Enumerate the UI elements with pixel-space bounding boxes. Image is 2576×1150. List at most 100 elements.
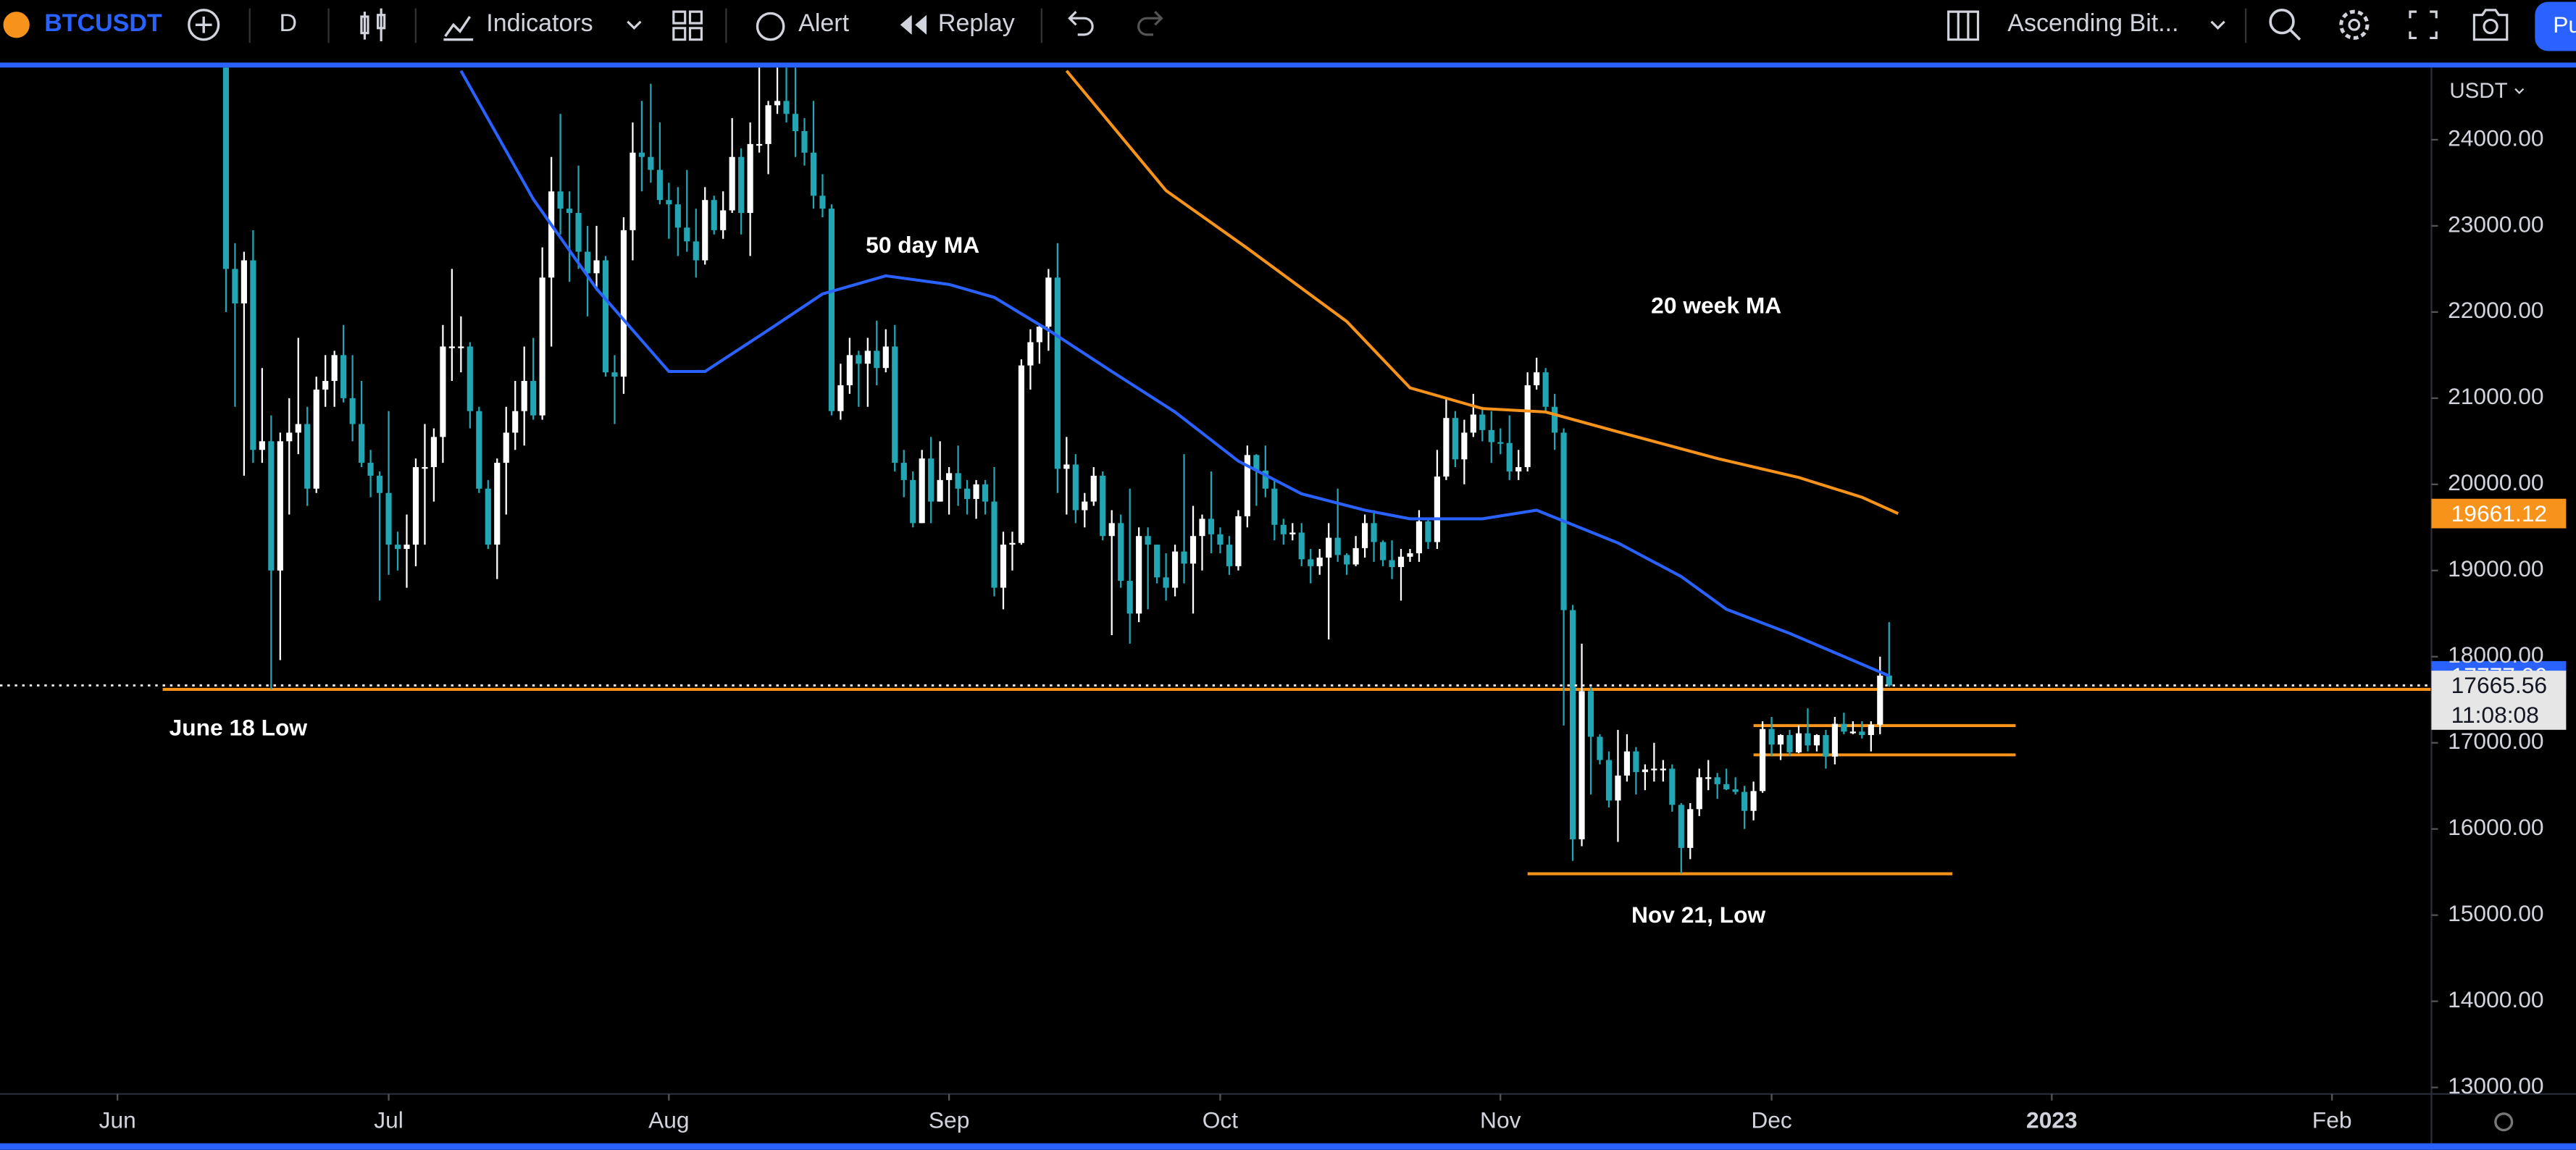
candle-body xyxy=(1235,516,1242,566)
candle-body xyxy=(1795,733,1802,752)
candle-body xyxy=(268,441,275,571)
symbol[interactable]: BTCUSDT xyxy=(44,9,162,37)
currency-dropdown[interactable] xyxy=(2514,88,2525,94)
indicators[interactable]: Indicators xyxy=(486,9,593,37)
y-tick-label: 22000.00 xyxy=(2448,297,2543,323)
candle-body xyxy=(1181,551,1187,564)
candle-body xyxy=(1813,735,1820,746)
y-tick-label: 16000.00 xyxy=(2448,814,2543,840)
candle-body xyxy=(711,200,717,230)
candle-body xyxy=(222,67,230,269)
candle-body xyxy=(430,437,437,468)
candle-body xyxy=(1126,581,1133,614)
bottom-border xyxy=(0,1143,2576,1150)
candle-body xyxy=(322,381,329,390)
candle-body xyxy=(1687,809,1694,848)
moving-average xyxy=(459,70,1890,678)
candle-body xyxy=(1415,521,1423,553)
candle-body xyxy=(340,355,347,398)
candle-body xyxy=(1488,429,1494,442)
candle-body xyxy=(376,475,383,493)
candle-body xyxy=(982,484,989,502)
snapshot[interactable] xyxy=(2472,9,2509,41)
layout-name[interactable]: Ascending Bit... xyxy=(2007,9,2178,37)
candle-body xyxy=(828,209,835,411)
alert[interactable]: Alert xyxy=(798,9,849,37)
candle-body xyxy=(729,156,735,211)
candle-body xyxy=(874,351,880,369)
candle-body xyxy=(756,143,763,146)
candle-body xyxy=(1425,521,1431,542)
candle-body xyxy=(774,101,781,106)
candle-body xyxy=(1045,277,1052,327)
redo[interactable] xyxy=(1137,11,1163,36)
candle-body xyxy=(575,213,582,252)
dropdown[interactable] xyxy=(2210,20,2225,30)
candle-body xyxy=(1552,406,1558,433)
search[interactable] xyxy=(2269,9,2295,35)
candle-body xyxy=(1886,675,1892,686)
candle-body xyxy=(1542,372,1549,407)
undo[interactable] xyxy=(1068,11,1094,36)
candle-body xyxy=(1578,691,1585,839)
interval[interactable]: D xyxy=(280,9,298,37)
level-annotation: June 18 Low xyxy=(170,715,308,741)
candle-body xyxy=(1271,488,1278,525)
candle-body xyxy=(1199,519,1205,537)
replay[interactable]: Replay xyxy=(938,9,1015,37)
candle-body xyxy=(666,200,672,205)
publish[interactable]: Pu xyxy=(2553,12,2576,38)
x-tick-label: Jun xyxy=(99,1107,136,1133)
candle-body xyxy=(476,411,482,489)
candle-body xyxy=(1786,735,1793,752)
candle-body xyxy=(1208,519,1215,534)
chart-type[interactable] xyxy=(360,8,386,41)
candle-body xyxy=(485,488,491,545)
candle-body xyxy=(1831,723,1839,757)
currency[interactable]: USDT xyxy=(2449,79,2507,103)
candle-body xyxy=(403,545,410,550)
settings[interactable] xyxy=(2339,9,2370,40)
candle-body xyxy=(1760,729,1766,792)
candle-body xyxy=(1623,751,1631,776)
price-tag-label: 19661.12 xyxy=(2451,500,2547,526)
candle-body xyxy=(892,346,898,463)
candle-body xyxy=(349,398,356,424)
dropdown[interactable] xyxy=(627,20,642,30)
candle-body xyxy=(1615,775,1621,801)
layout-icon[interactable] xyxy=(1947,10,1980,41)
candle-body xyxy=(684,227,690,242)
candle-body xyxy=(1434,477,1440,542)
fullscreen[interactable] xyxy=(2409,10,2438,39)
last-price-label: 17665.56 xyxy=(2451,672,2547,698)
candle-body xyxy=(458,346,464,348)
x-tick-label: Nov xyxy=(1480,1107,1521,1133)
add-symbol[interactable] xyxy=(188,9,220,41)
candle-body xyxy=(295,424,301,433)
candle-body xyxy=(1090,475,1097,502)
candle-body xyxy=(720,210,727,230)
x-tick-label: Oct xyxy=(1203,1107,1239,1133)
templates[interactable] xyxy=(672,10,703,41)
candle-body xyxy=(648,156,654,170)
candle-body xyxy=(1651,768,1657,771)
candle-body xyxy=(1108,523,1115,537)
price-tag xyxy=(2431,498,2567,529)
candle-body xyxy=(304,424,311,489)
publish-button[interactable] xyxy=(2535,1,2576,51)
candle-body xyxy=(277,441,283,571)
candle-body xyxy=(539,277,545,416)
candle-body xyxy=(1100,475,1106,537)
candle-body xyxy=(1154,545,1161,578)
candle-body xyxy=(1163,577,1169,588)
candle-body xyxy=(1298,532,1305,560)
candle-body xyxy=(1371,523,1377,542)
candle-body xyxy=(1461,432,1468,460)
candle-body xyxy=(919,458,925,524)
axis-settings[interactable] xyxy=(2494,1112,2514,1132)
candle-body xyxy=(1082,501,1088,511)
candle-body xyxy=(1280,524,1287,534)
candle-body xyxy=(259,441,265,450)
candle-body xyxy=(521,381,527,411)
